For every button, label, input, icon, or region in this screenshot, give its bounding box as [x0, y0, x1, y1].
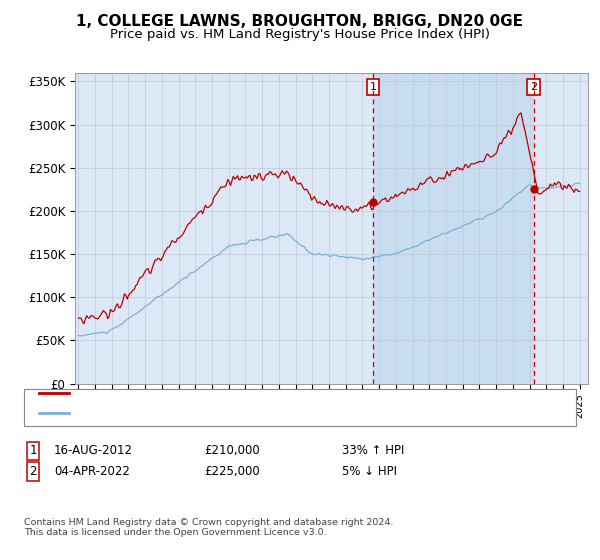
Text: Contains HM Land Registry data © Crown copyright and database right 2024.
This d: Contains HM Land Registry data © Crown c…: [24, 518, 394, 538]
Text: £210,000: £210,000: [204, 444, 260, 458]
Text: 5% ↓ HPI: 5% ↓ HPI: [342, 465, 397, 478]
Text: Price paid vs. HM Land Registry's House Price Index (HPI): Price paid vs. HM Land Registry's House …: [110, 28, 490, 41]
Text: 04-APR-2022: 04-APR-2022: [54, 465, 130, 478]
Text: 1, COLLEGE LAWNS, BROUGHTON, BRIGG, DN20 0GE: 1, COLLEGE LAWNS, BROUGHTON, BRIGG, DN20…: [77, 14, 523, 29]
Text: £225,000: £225,000: [204, 465, 260, 478]
Text: 2: 2: [530, 82, 537, 92]
Bar: [373, 73, 533, 384]
Text: 1, COLLEGE LAWNS, BROUGHTON, BRIGG, DN20 0GE (detached house): 1, COLLEGE LAWNS, BROUGHTON, BRIGG, DN20…: [73, 389, 445, 398]
Text: 1: 1: [370, 82, 376, 92]
Text: 1: 1: [29, 444, 37, 458]
Text: 33% ↑ HPI: 33% ↑ HPI: [342, 444, 404, 458]
Text: 2: 2: [29, 465, 37, 478]
Text: 16-AUG-2012: 16-AUG-2012: [54, 444, 133, 458]
Text: HPI: Average price, detached house, North Lincolnshire: HPI: Average price, detached house, Nort…: [73, 408, 361, 418]
